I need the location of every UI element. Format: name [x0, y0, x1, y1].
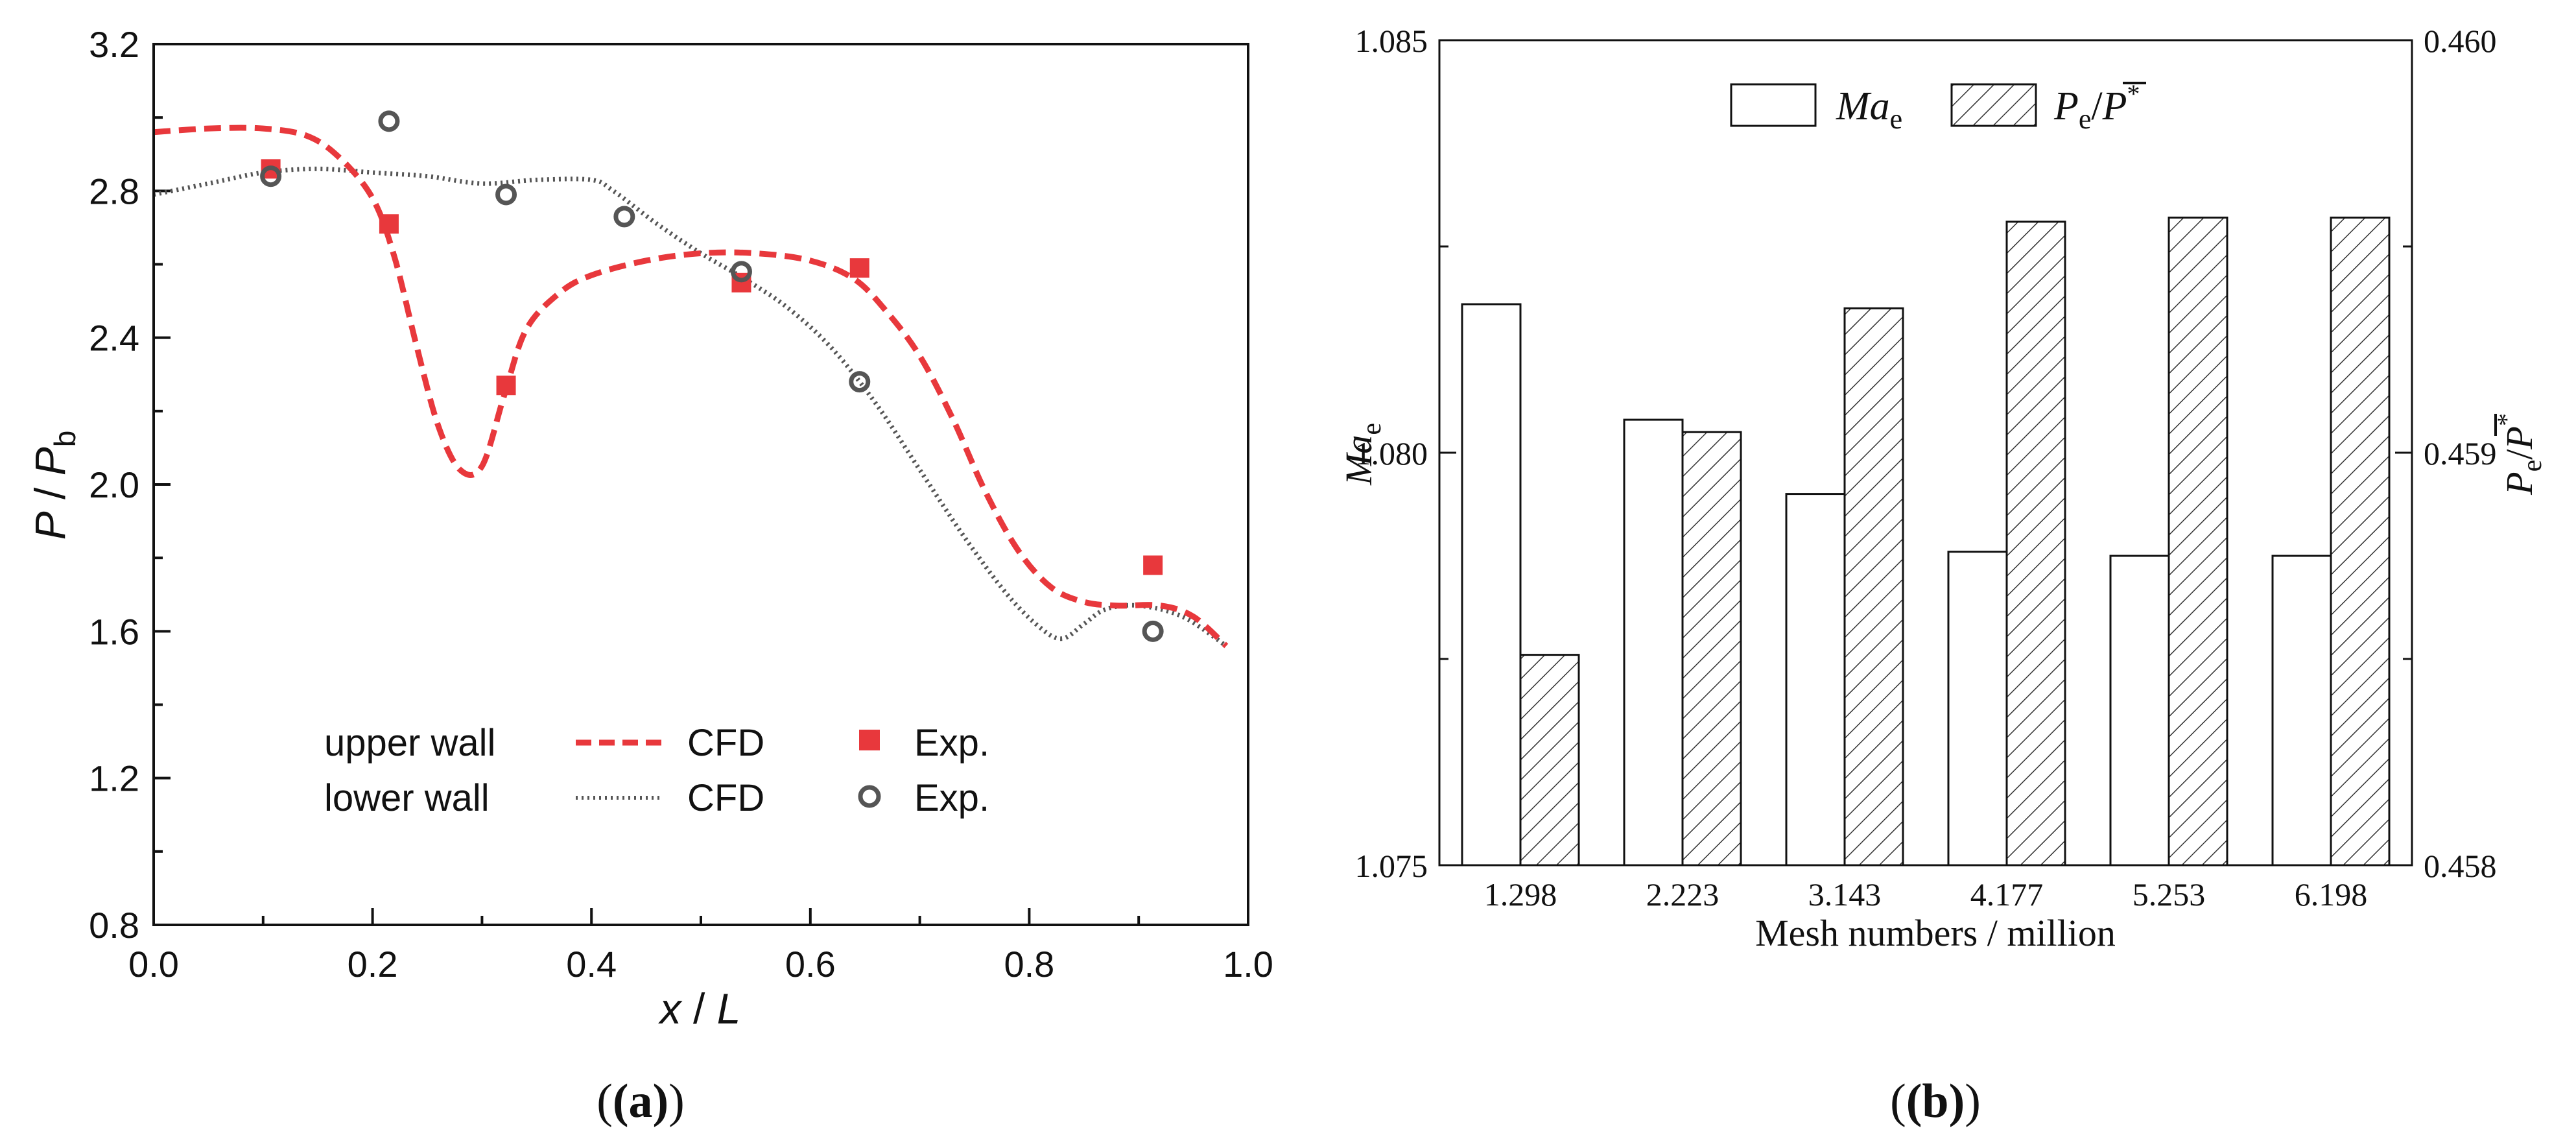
x-tick-label: 2.223 [1646, 876, 1719, 913]
lower-wall-exp-point [613, 206, 635, 228]
legend-pe-label: Pe/P* [2053, 79, 2146, 135]
y2-tick-label: 0.460 [2424, 23, 2497, 59]
y-tick-label: 3.2 [89, 24, 139, 65]
panel-a-y-tick-labels: 0.8 1.2 1.6 2.0 2.4 2.8 3.2 [89, 24, 139, 946]
bar-mae [1785, 493, 1846, 867]
bar-pe-ratio [1681, 431, 1742, 867]
bar-mae [2271, 555, 2332, 867]
panel-b-label: ((b)) [1890, 1075, 1981, 1128]
legend-upper-exp-marker [859, 730, 880, 750]
panel-b-y-tick-labels: 1.075 1.080 1.085 [1355, 23, 1428, 884]
legend-lower-exp-label: Exp. [914, 777, 989, 819]
x-tick-label: 5.253 [2133, 876, 2206, 913]
legend-lower-wall-label: lower wall [324, 777, 490, 819]
panel-b-x-axis-label: Mesh numbers / million [1755, 912, 2116, 954]
upper-wall-cfd-line [154, 125, 1229, 649]
panel-a-lines [154, 125, 1229, 649]
panel-b-frame [1438, 39, 2413, 867]
panel-a-legend: upper wall lower wall CFD CFD Exp. Exp. [324, 722, 989, 819]
y2-tick-label: 0.458 [2424, 848, 2497, 884]
y-tick-label: 2.0 [89, 464, 139, 505]
legend-pe-swatch [1950, 83, 2037, 127]
panel-b-y2-axis-label: Pe/P* [2492, 413, 2547, 496]
y2-tick-label: 0.459 [2424, 435, 2497, 472]
bar-pe-ratio [1843, 307, 1904, 867]
x-tick-label: 1.0 [1223, 944, 1273, 985]
lower-wall-exp-point [495, 184, 517, 206]
lower-wall-exp-point [1142, 620, 1164, 642]
upper-wall-exp-point [496, 376, 516, 396]
upper-wall-exp-point [379, 214, 399, 234]
bar-mae [1461, 303, 1522, 867]
svg-text:Pe/P*: Pe/P* [2492, 413, 2547, 496]
legend-mae-swatch [1730, 83, 1817, 127]
panel-b-y-axis-label: Mae [1338, 423, 1387, 486]
x-tick-label: 1.298 [1484, 876, 1557, 913]
legend-lower-exp-marker [858, 785, 881, 808]
x-tick-label: 0.8 [1004, 944, 1054, 985]
svg-text:Pe/P*: Pe/P* [2053, 79, 2140, 135]
panel-a-y-axis-label: P / Pb [26, 431, 82, 540]
bar-pe-ratio [2330, 216, 2391, 867]
bar-mae [1623, 418, 1684, 867]
panel-b-ticks [1439, 39, 2412, 867]
panel-a-markers [260, 110, 1164, 642]
y-tick-label: 2.4 [89, 318, 139, 359]
panel-a-frame [152, 43, 1249, 926]
y-tick-label: 1.075 [1355, 848, 1428, 884]
panel-b-x-tick-labels: 1.298 2.223 3.143 4.177 5.253 6.198 [1484, 876, 2368, 913]
legend-lower-cfd-label: CFD [687, 777, 764, 819]
bar-pe-ratio [2168, 216, 2228, 867]
upper-wall-exp-point [1143, 555, 1163, 575]
panel-a-x-axis-label: x / L [658, 985, 741, 1033]
y-tick-label: 0.8 [89, 905, 139, 946]
bar-pe-ratio [1519, 654, 1580, 867]
y-tick-label: 1.2 [89, 758, 139, 799]
lower-wall-exp-point [849, 371, 871, 393]
x-tick-label: 0.2 [348, 944, 398, 985]
upper-wall-exp-point [849, 258, 869, 278]
panel-a-label: ((a)) [597, 1075, 685, 1128]
lower-wall-cfd-line [154, 166, 1228, 648]
panel-b-bar-chart: 1.298 2.223 3.143 4.177 5.253 6.198 1.075 1.08… [1338, 23, 2547, 954]
y-tick-label: 1.085 [1355, 23, 1428, 59]
legend-upper-cfd-label: CFD [687, 722, 764, 764]
lower-wall-exp-point [378, 110, 400, 132]
bar-mae [2109, 555, 2170, 867]
lower-wall-exp-point [730, 261, 752, 283]
panel-a-x-tick-labels: 0.0 0.2 0.4 0.6 0.8 1.0 [128, 944, 1273, 985]
bar-mae [1947, 551, 2008, 867]
y-tick-label: 1.080 [1355, 435, 1428, 472]
x-tick-label: 0.6 [785, 944, 836, 985]
panel-b-bars [1461, 216, 2391, 867]
x-tick-label: 3.143 [1808, 876, 1882, 913]
panel-a-line-chart: 0.0 0.2 0.4 0.6 0.8 1.0 0.8 1.2 1.6 2.0 2.4 2.8 3.2… [26, 24, 1273, 1033]
x-tick-label: 6.198 [2295, 876, 2368, 913]
y-tick-label: 2.8 [89, 171, 139, 211]
legend-mae-label: Mae [1836, 84, 1902, 135]
x-tick-label: 0.4 [566, 944, 617, 985]
y-tick-label: 1.6 [89, 611, 139, 652]
legend-upper-wall-label: upper wall [324, 722, 495, 764]
panel-b-legend: Mae Pe/P* [1730, 79, 2146, 135]
lower-wall-exp-point [260, 165, 282, 187]
x-tick-label: 0.0 [128, 944, 179, 985]
legend-upper-exp-label: Exp. [914, 722, 989, 764]
x-tick-label: 4.177 [1970, 876, 2044, 913]
panel-b-y2-tick-labels: 0.458 0.459 0.460 [2424, 23, 2497, 884]
bar-pe-ratio [2005, 221, 2066, 867]
